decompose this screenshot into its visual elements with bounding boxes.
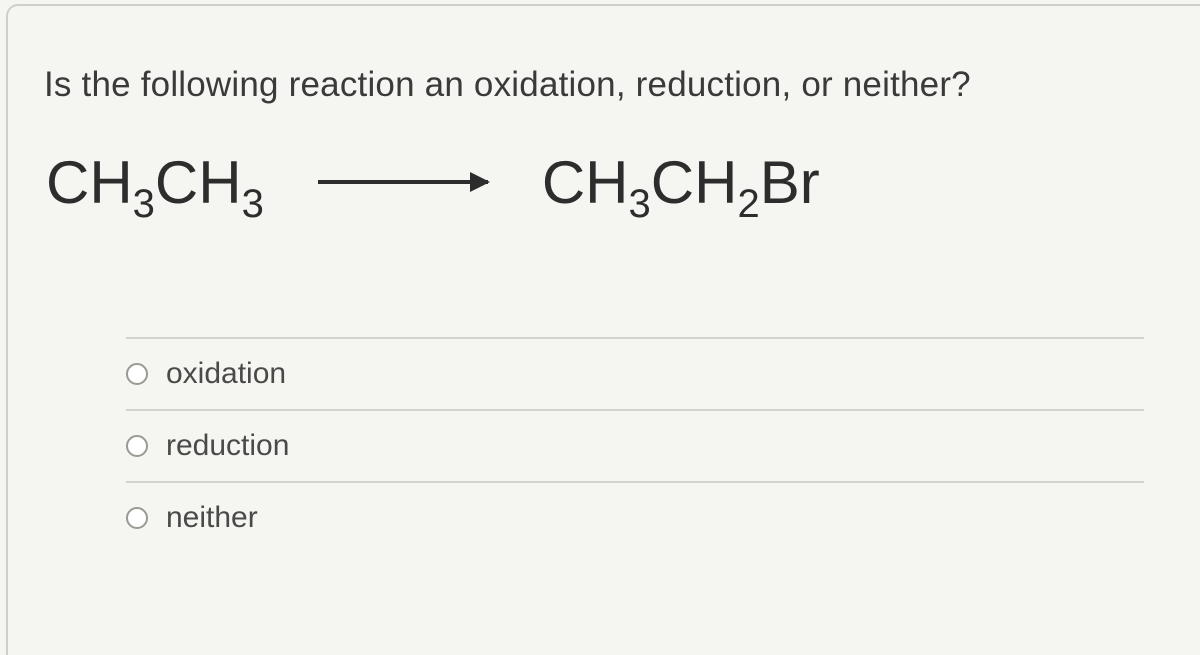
option-oxidation[interactable]: oxidation [126,337,1144,409]
answer-options: oxidation reduction neither [44,337,1164,535]
reactant-part: CH [46,148,133,217]
product-part: CH [651,148,738,217]
reaction-equation: CH3CH3 CH3CH2Br [44,148,1164,217]
reactant-sub: 3 [242,182,264,227]
reactant-sub: 3 [133,182,155,227]
product-sub: 2 [737,182,759,227]
product-sub: 3 [629,182,651,227]
reactant-formula: CH3CH3 [46,148,264,217]
question-panel: Is the following reaction an oxidation, … [6,4,1200,655]
radio-neither[interactable] [126,507,148,529]
reactant-part: CH [155,148,242,217]
question-prompt: Is the following reaction an oxidation, … [44,62,1164,108]
option-neither[interactable]: neither [126,481,1144,535]
option-reduction[interactable]: reduction [126,409,1144,481]
radio-oxidation[interactable] [126,363,148,385]
product-formula: CH3CH2Br [542,148,820,217]
product-part: CH [542,148,629,217]
option-label: oxidation [166,357,286,391]
product-part: Br [760,148,820,217]
option-label: neither [166,501,258,535]
radio-reduction[interactable] [126,435,148,457]
reaction-arrow-icon [318,180,488,184]
option-label: reduction [166,429,289,463]
